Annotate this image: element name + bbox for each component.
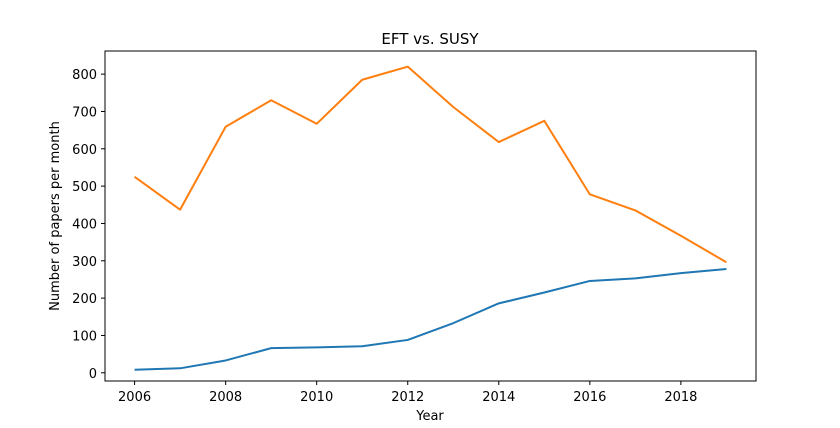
y-tick-label: 500 [72,180,97,195]
x-tick-label: 2010 [300,390,333,405]
x-tick-label: 2016 [573,390,606,405]
series-layer [134,65,727,371]
y-tick-label: 0 [89,367,97,382]
x-tick-label: 2012 [391,390,424,405]
x-tick-label: 2014 [482,390,515,405]
y-tick-label: 700 [72,105,97,120]
x-tick-label: 2008 [209,390,242,405]
plot-frame [104,50,757,382]
y-tick-label: 600 [72,143,97,158]
x-tick-label: 2018 [664,390,697,405]
y-tick-label: 200 [72,292,97,307]
y-tick-label: 300 [72,255,97,270]
y-axis: 0 100 200 300 400 500 600 700 800 [72,68,105,382]
y-tick-label: 100 [72,329,97,344]
y-tick-label: 800 [72,68,97,83]
x-axis-label: Year [415,409,444,424]
y-axis-label: Number of papers per month [48,121,63,311]
y-tick-label: 400 [72,217,97,232]
series-line-1 [134,268,727,371]
x-tick-label: 2006 [118,390,151,405]
series-line-2 [134,65,727,264]
chart-title: EFT vs. SUSY [381,30,479,48]
x-axis: 2006 2008 2010 2012 2014 2016 2018 [118,381,697,405]
